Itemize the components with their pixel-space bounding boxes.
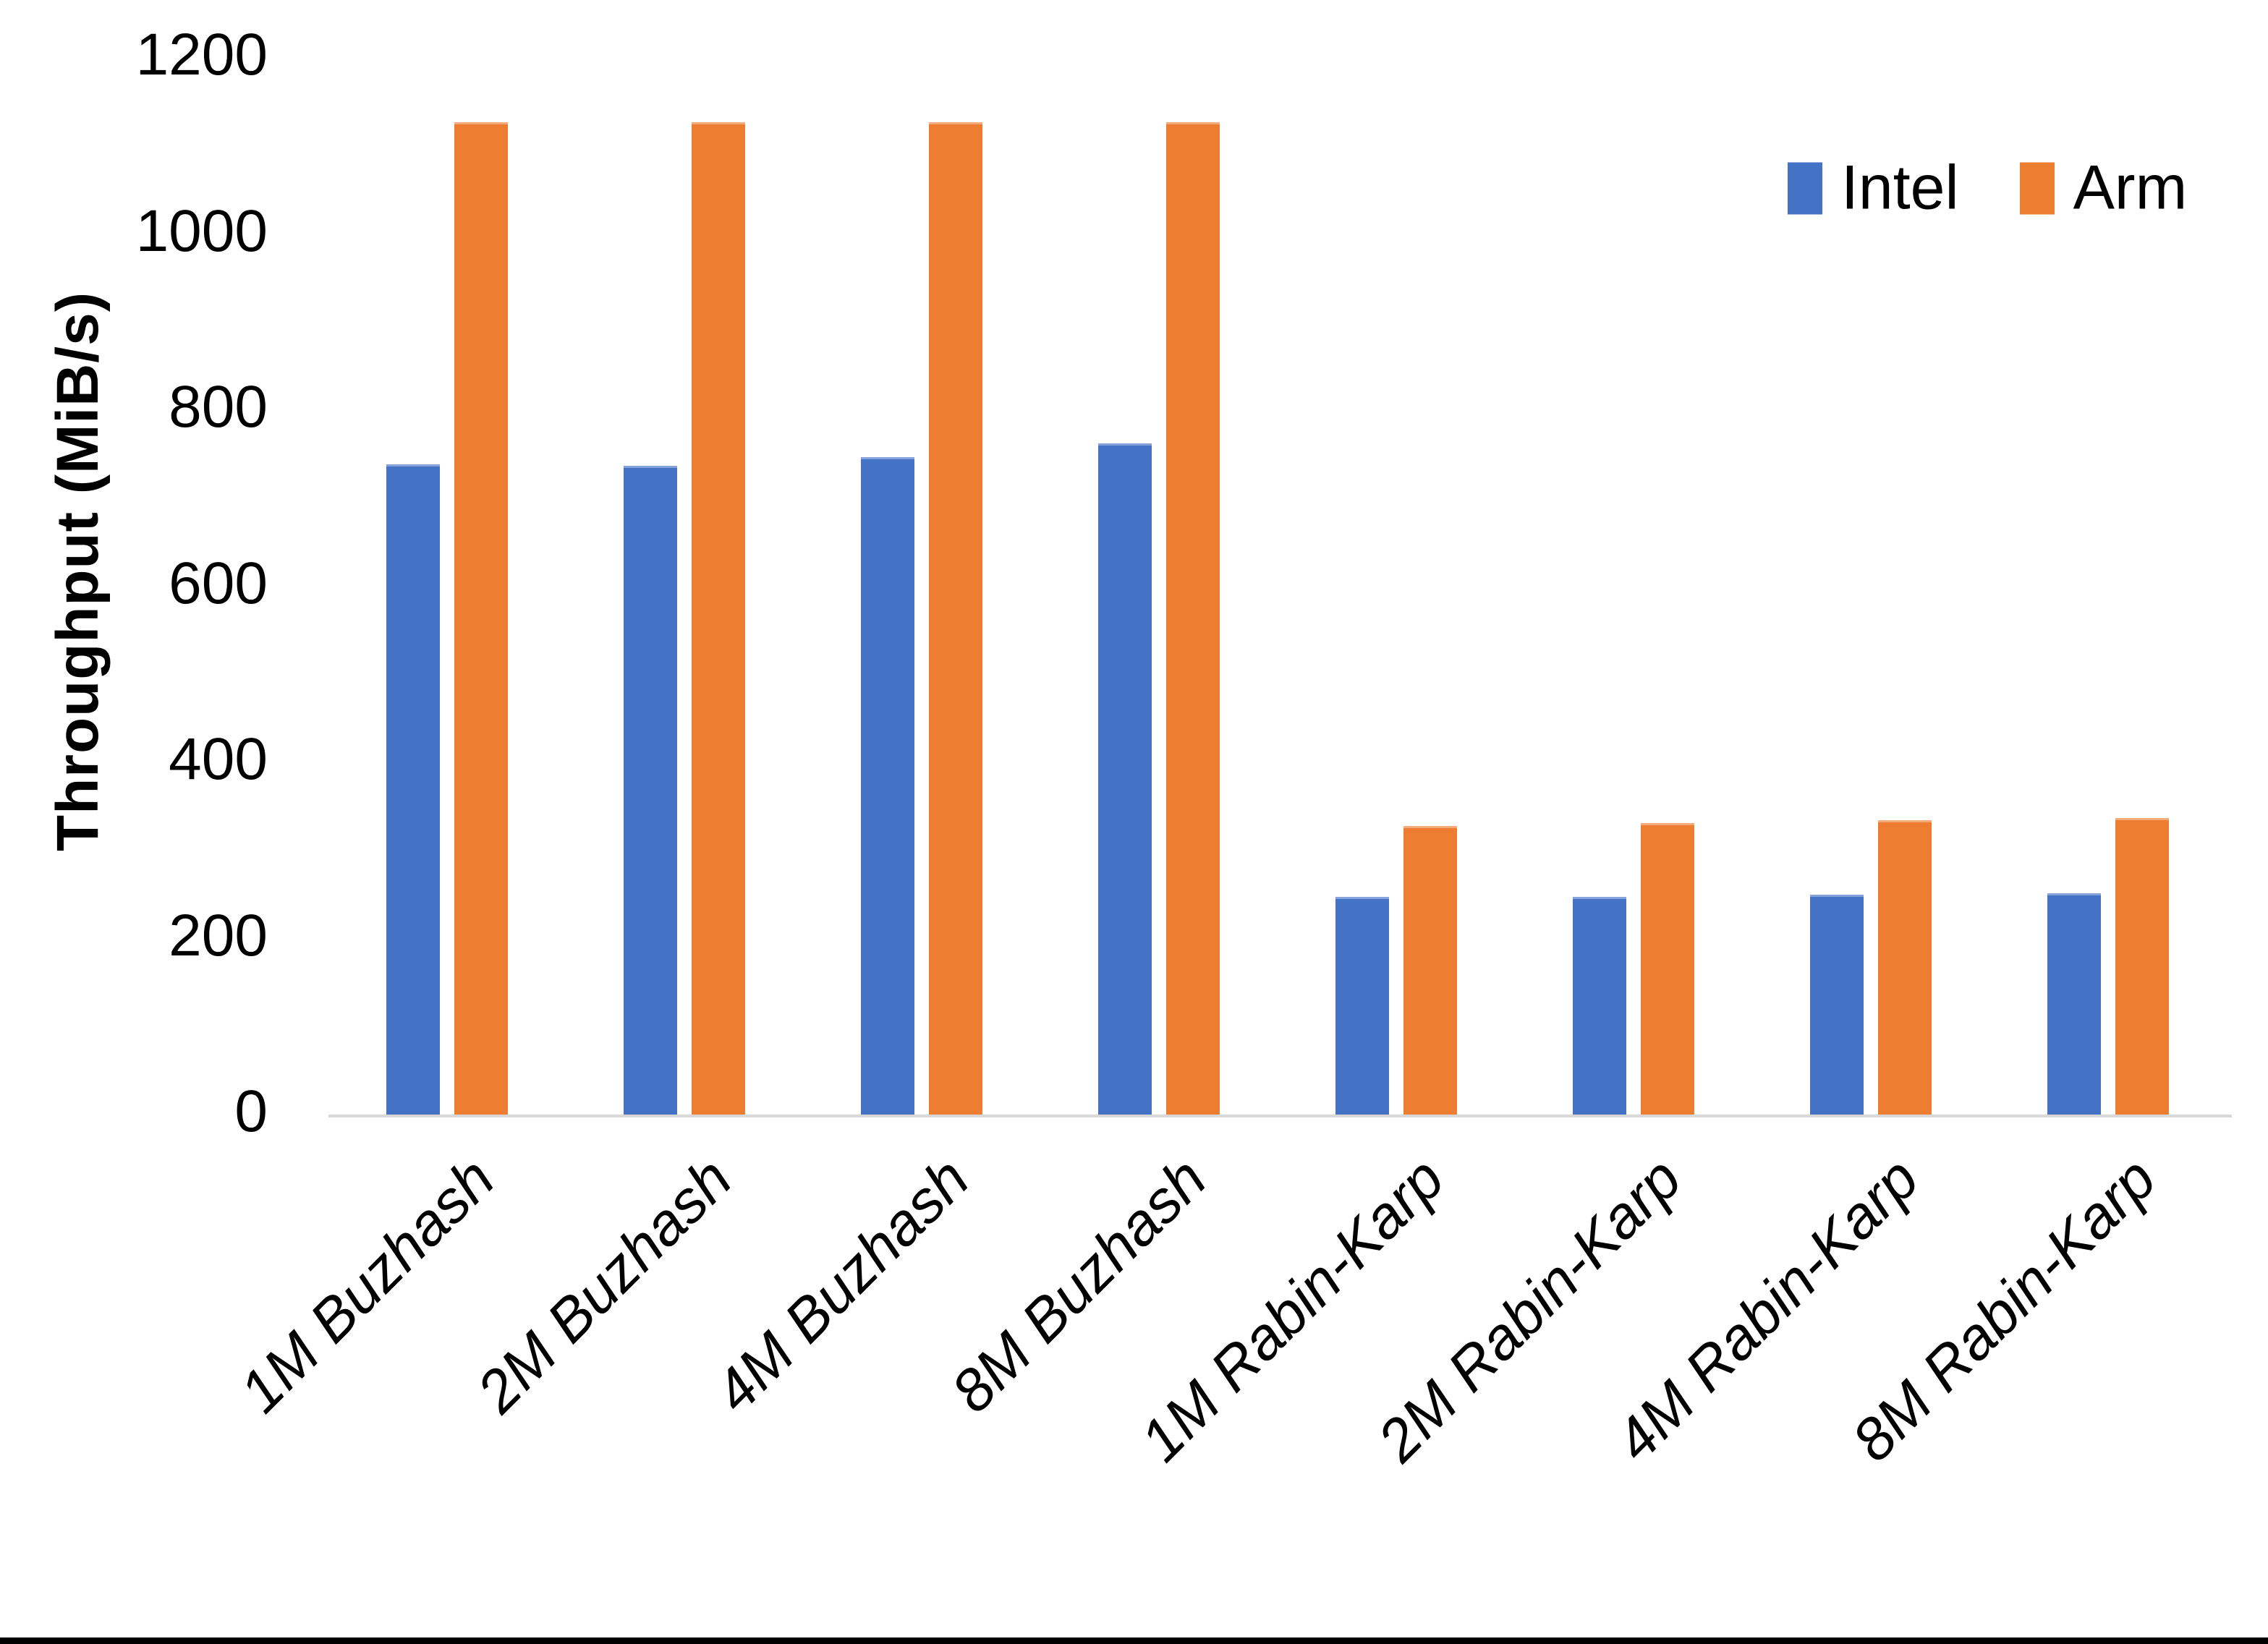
bar-intel-3 xyxy=(861,457,914,1115)
bar-intel-4 xyxy=(1098,443,1152,1115)
legend-swatch-icon xyxy=(1788,162,1822,214)
y-tick-label: 600 xyxy=(169,550,268,616)
y-tick-label: 400 xyxy=(169,726,268,793)
bar-intel-5 xyxy=(1335,897,1389,1115)
legend-label: Intel xyxy=(1841,153,1959,223)
x-axis-line xyxy=(328,1115,2232,1117)
legend: Intel Arm xyxy=(1788,153,2187,224)
legend-swatch-icon xyxy=(2019,162,2055,214)
bar-arm-7 xyxy=(1878,820,1932,1115)
legend-label: Arm xyxy=(2073,153,2188,223)
bottom-border xyxy=(0,1637,2268,1644)
y-tick-label: 800 xyxy=(169,374,268,440)
bar-intel-6 xyxy=(1573,897,1626,1115)
bar-arm-4 xyxy=(1166,122,1220,1115)
legend-item-intel: Intel xyxy=(1788,153,1959,224)
bar-intel-8 xyxy=(2047,893,2101,1115)
bar-arm-3 xyxy=(929,122,982,1115)
bar-arm-2 xyxy=(692,122,745,1115)
bar-intel-1 xyxy=(386,464,440,1115)
bar-intel-7 xyxy=(1810,895,1864,1115)
bar-arm-8 xyxy=(2115,818,2169,1115)
bar-intel-2 xyxy=(624,466,677,1115)
bar-arm-6 xyxy=(1641,823,1694,1115)
y-tick-label: 0 xyxy=(234,1078,268,1145)
bar-arm-5 xyxy=(1403,826,1457,1115)
y-tick-label: 200 xyxy=(169,902,268,968)
legend-item-arm: Arm xyxy=(2019,153,2188,224)
y-tick-label: 1000 xyxy=(135,197,268,264)
y-tick-label: 1200 xyxy=(135,22,268,88)
bar-arm-1 xyxy=(454,122,508,1115)
